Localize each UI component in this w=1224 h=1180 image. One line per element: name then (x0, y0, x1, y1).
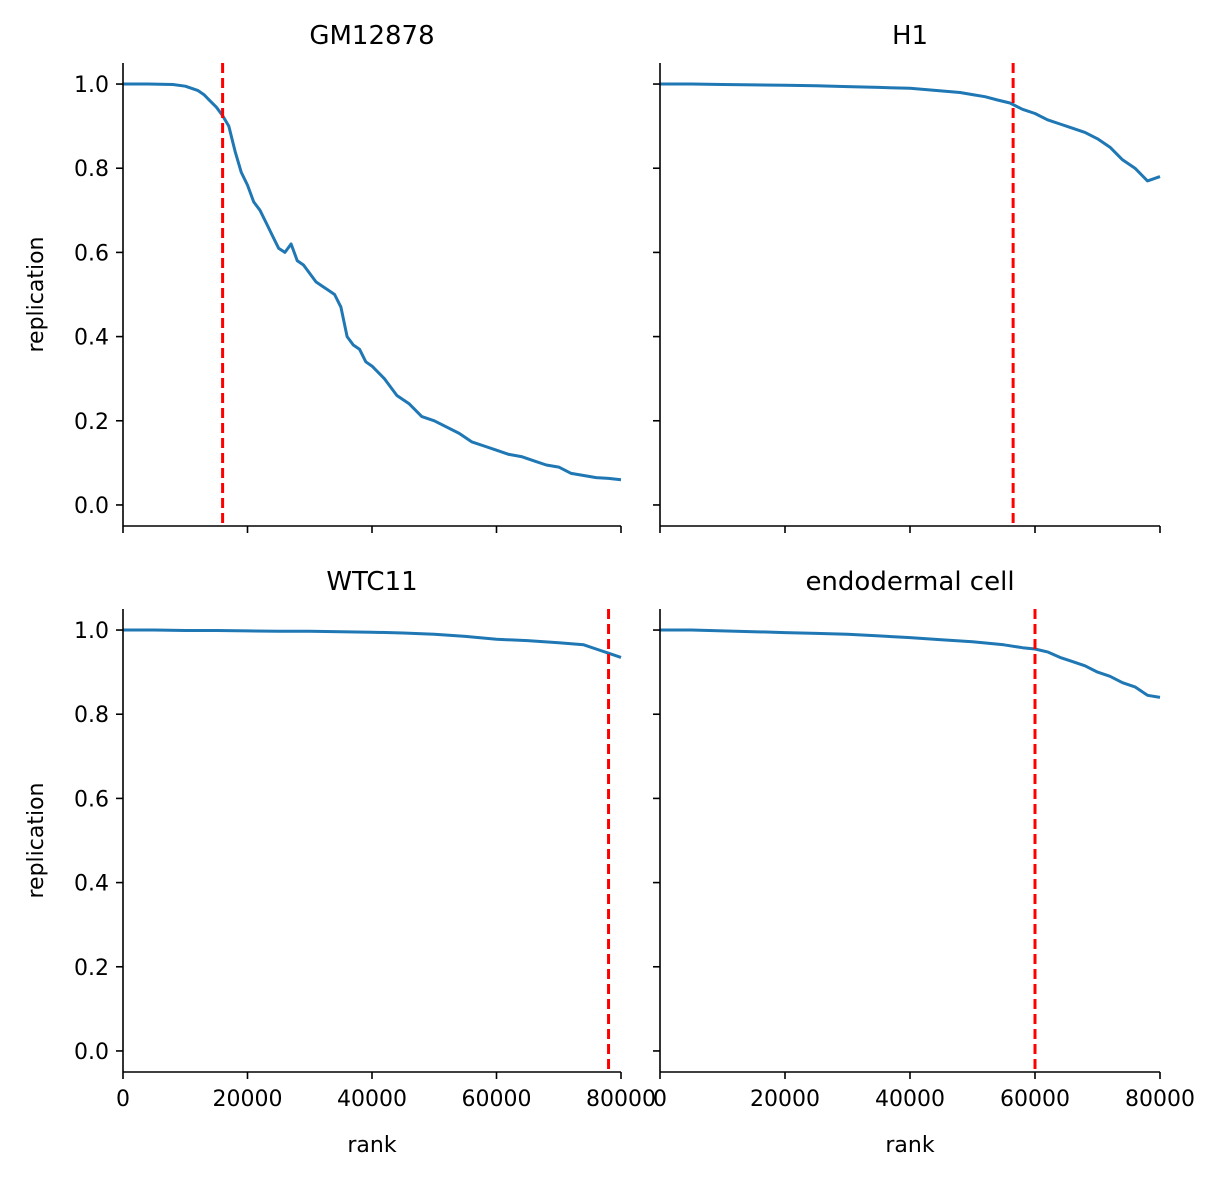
panel-3: 0 20000 40000 60000 80000 endodermal cell rank (653, 567, 1195, 1158)
y-tick-label: 0.6 (74, 241, 109, 266)
y-tick-label: 0.0 (74, 494, 109, 519)
x-tick-label: 20000 (750, 1087, 820, 1112)
y-tick-label: 0.4 (74, 872, 109, 897)
series-line (123, 628, 622, 659)
y-axis-label: replication (24, 236, 49, 352)
x-tick-label: 60000 (462, 1087, 532, 1112)
x-tick-label: 80000 (1125, 1087, 1195, 1112)
series-line (660, 628, 1161, 699)
y-tick-label: 0.8 (74, 157, 109, 182)
x-tick-label: 40000 (337, 1087, 407, 1112)
panel-title: endodermal cell (805, 567, 1014, 597)
y-tick-label: 0.2 (74, 410, 109, 435)
series-line (123, 82, 622, 482)
x-tick-label: 80000 (586, 1087, 656, 1112)
x-tick-label: 0 (116, 1087, 130, 1112)
panel-2: 0.0 0.2 0.4 0.6 0.8 1.0 0 20000 40000 60000 80000 W… (24, 567, 656, 1158)
series-line (660, 82, 1161, 183)
y-tick-label: 0.2 (74, 956, 109, 981)
panel-title: GM12878 (309, 21, 434, 51)
y-tick-label: 1.0 (74, 619, 109, 644)
x-tick-label: 40000 (875, 1087, 945, 1112)
y-tick-label: 0.6 (74, 787, 109, 812)
y-axis-label: replication (24, 782, 49, 898)
y-tick-label: 0.0 (74, 1040, 109, 1065)
x-tick-label: 20000 (213, 1087, 283, 1112)
y-tick-label: 0.4 (74, 326, 109, 351)
x-tick-label: 0 (653, 1087, 667, 1112)
x-axis-label: rank (347, 1133, 396, 1158)
y-tick-label: 0.8 (74, 703, 109, 728)
panel-title: H1 (892, 21, 928, 51)
panel-1: H1 (653, 21, 1161, 533)
panel-0: 0.0 0.2 0.4 0.6 0.8 1.0 GM12878 replication (24, 21, 622, 533)
x-tick-label: 60000 (1000, 1087, 1070, 1112)
x-axis-label: rank (885, 1133, 934, 1158)
panel-title: WTC11 (326, 567, 417, 597)
y-tick-label: 1.0 (74, 73, 109, 98)
